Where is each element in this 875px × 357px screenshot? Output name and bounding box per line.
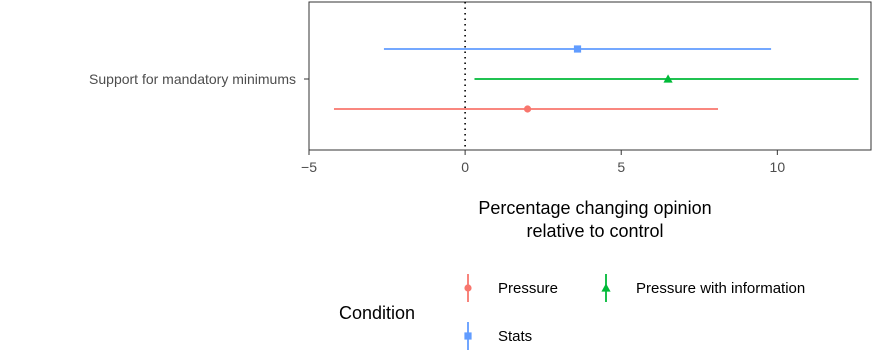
series-pressure bbox=[333, 105, 719, 113]
legend-key-marker bbox=[464, 284, 472, 292]
legend-key-marker bbox=[601, 283, 611, 292]
x-tick-label: −5 bbox=[301, 159, 317, 175]
x-tick-label: 0 bbox=[461, 159, 469, 175]
plot-panel bbox=[308, 1, 872, 151]
legend-title: Condition bbox=[339, 303, 415, 323]
legend-key-pressure-with-information: Pressure with information bbox=[601, 274, 805, 302]
y-category-label: Support for mandatory minimums bbox=[89, 71, 296, 87]
legend-key-stats: Stats bbox=[464, 322, 532, 350]
legend-label: Pressure bbox=[498, 280, 558, 297]
legend-keys: Pressure Pressure with information Stats bbox=[464, 274, 805, 350]
legend-label: Stats bbox=[498, 328, 532, 345]
legend-label: Pressure with information bbox=[636, 280, 805, 297]
series-stats bbox=[383, 45, 772, 53]
point-estimate bbox=[573, 45, 582, 53]
x-axis: −5 0 5 10 bbox=[301, 150, 785, 175]
point-estimate bbox=[663, 74, 673, 83]
legend: Condition Pressure Pressure with informat… bbox=[339, 274, 805, 350]
legend-key-marker bbox=[464, 332, 472, 340]
x-tick-label: 10 bbox=[770, 159, 786, 175]
legend-key-pressure: Pressure bbox=[464, 274, 558, 302]
point-estimate bbox=[523, 105, 532, 113]
x-axis-title-line-1: Percentage changing opinion bbox=[478, 198, 711, 218]
x-axis-title-line-2: relative to control bbox=[526, 221, 663, 241]
x-tick-label: 5 bbox=[617, 159, 625, 175]
series-pressure-with-information bbox=[474, 74, 859, 83]
series-layer bbox=[333, 45, 859, 113]
